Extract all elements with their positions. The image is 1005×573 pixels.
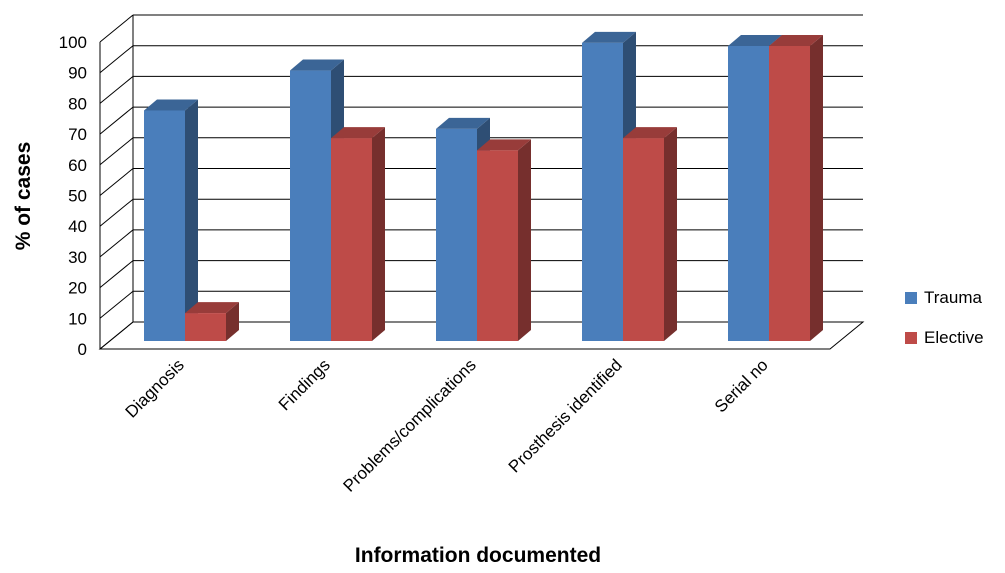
y-tick-label: 100 (59, 33, 87, 52)
legend-label-elective: Elective (924, 328, 984, 347)
bar-top (728, 35, 782, 46)
y-tick-label: 90 (68, 64, 87, 83)
bar-front (144, 110, 185, 341)
side-gridline (99, 168, 134, 196)
x-tick-label: Diagnosis (122, 355, 188, 421)
x-axis-categories: Diagnosis Findings Problems/complications P… (122, 355, 772, 495)
y-axis-ticks: 0 10 20 30 40 50 60 70 80 90 100 (59, 33, 87, 359)
y-tick-label: 10 (68, 309, 87, 328)
y-tick-label: 0 (78, 340, 87, 359)
y-tick-label: 80 (68, 94, 87, 113)
bar-front (290, 70, 331, 341)
bar-elective-3 (623, 127, 677, 341)
side-gridline (99, 229, 134, 258)
bar-front (728, 46, 769, 341)
y-axis-title: % of cases (12, 142, 35, 251)
bar-front (623, 138, 664, 341)
bar-top (436, 117, 490, 129)
x-tick-label: Prosthesis identified (505, 355, 626, 476)
side-gridline (99, 290, 134, 319)
bar-elective-0 (185, 302, 239, 341)
y-tick-label: 60 (68, 156, 87, 175)
x-tick-label: Findings (275, 355, 334, 414)
bar-elective-2 (477, 139, 531, 341)
x-tick-label: Serial no (711, 355, 772, 416)
y-tick-label: 70 (68, 125, 87, 144)
bar-side (185, 99, 198, 341)
bar-top (185, 302, 239, 314)
y-tick-label: 40 (68, 217, 87, 236)
legend-swatch-elective (905, 332, 917, 344)
bar-front (769, 46, 810, 341)
bars (144, 31, 823, 342)
side-gridline (99, 137, 134, 166)
bar-top (477, 139, 531, 151)
bar-top (331, 127, 385, 139)
bar-elective-1 (331, 127, 385, 341)
y-tick-label: 50 (68, 187, 87, 206)
side-gridline (99, 198, 134, 227)
side-gridline (99, 76, 134, 104)
side-gridline (99, 45, 134, 74)
bar-front (477, 150, 518, 341)
side-gridline (99, 321, 134, 350)
bar-top (144, 99, 198, 111)
x-axis-title: Information documented (355, 544, 601, 567)
bar-trauma-0 (144, 99, 198, 341)
bar-front (185, 313, 226, 341)
legend-label-trauma: Trauma (924, 288, 982, 307)
side-gridline (99, 106, 134, 135)
x-tick-label: Problems/complications (339, 355, 479, 495)
bar-side (518, 139, 531, 341)
bar-top (769, 35, 823, 46)
legend: Trauma Elective (905, 288, 984, 347)
bar-elective-4 (769, 35, 823, 341)
side-gridline (99, 14, 134, 43)
bar-side (664, 127, 677, 341)
bar-side (810, 35, 823, 341)
bar-top (582, 31, 636, 43)
bar-side (226, 302, 239, 341)
y-tick-label: 30 (68, 248, 87, 267)
bar-side (372, 127, 385, 341)
bar-front (436, 128, 477, 341)
bar-top (290, 59, 344, 71)
side-gridline (99, 260, 134, 288)
bar-front (331, 138, 372, 341)
y-tick-label: 20 (68, 279, 87, 298)
bar-front (582, 42, 623, 342)
bar-top (623, 127, 677, 139)
legend-swatch-trauma (905, 292, 917, 304)
